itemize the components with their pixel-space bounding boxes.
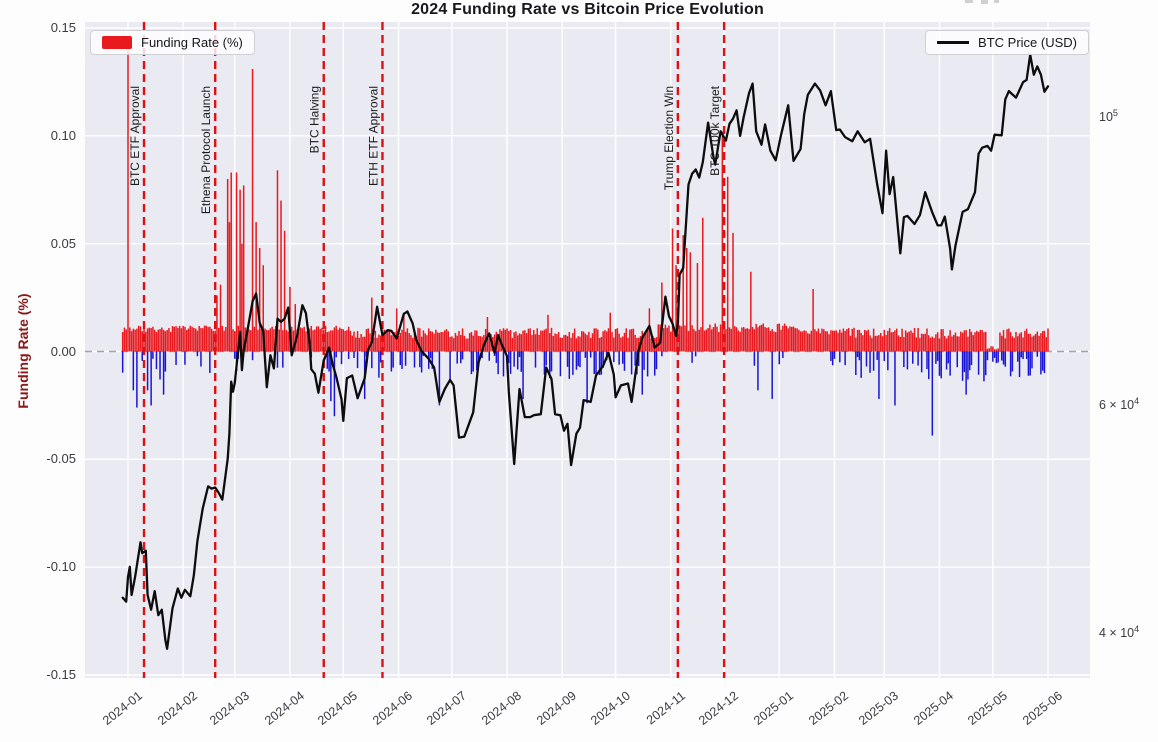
legend-funding-rate-label: Funding Rate (%)	[141, 35, 243, 50]
y-right-tick-label: 6 × 104	[1099, 395, 1140, 412]
funding-rate-swatch-icon	[102, 36, 132, 49]
y-right-tick-label: 105	[1099, 108, 1118, 125]
event-label: BTC ETF Approval	[128, 86, 142, 186]
event-label: BTC Halving	[308, 86, 322, 153]
y-left-tick-label: 0.00	[50, 343, 76, 359]
chart-title: 2024 Funding Rate vs Bitcoin Price Evolu…	[411, 1, 764, 18]
y-left-tick-label: -0.10	[46, 559, 76, 575]
y-left-tick-label: -0.05	[46, 451, 76, 467]
y-right-tick-label: 4 × 104	[1099, 624, 1140, 641]
cropped-text-artifact	[963, 0, 1003, 5]
legend-btc-price-label: BTC Price (USD)	[978, 35, 1077, 50]
funding-rate-bars	[121, 49, 1049, 436]
y-left-tick-label: 0.15	[50, 19, 76, 35]
btc-price-line-swatch-icon	[937, 41, 970, 44]
legend-btc-price: BTC Price (USD)	[925, 30, 1089, 55]
event-labels: BTC ETF Approval Ethena Protocol Launch BT…	[128, 85, 722, 214]
event-label: Ethena Protocol Launch	[199, 86, 213, 214]
legend-funding-rate: Funding Rate (%)	[90, 30, 255, 55]
btc-price-line	[121, 53, 1050, 650]
event-label: BTC 100k Target	[708, 85, 722, 175]
y-left-tick-label: 0.10	[50, 127, 76, 143]
y-left-tick-label: -0.15	[46, 667, 76, 682]
y-axis-label-funding-rate: Funding Rate (%)	[15, 293, 31, 409]
event-lines	[142, 22, 726, 678]
y-left-tick-label: 0.05	[50, 235, 76, 251]
event-label: ETH ETF Approval	[366, 86, 380, 186]
event-label: Trump Election Win	[662, 86, 676, 190]
